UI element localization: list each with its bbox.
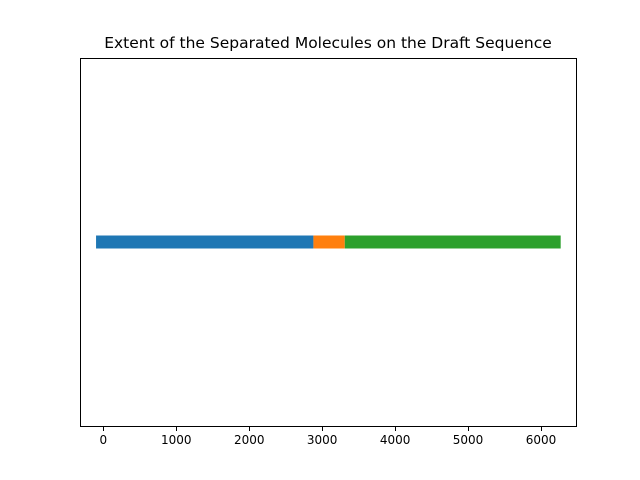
bar-segment-2 — [313, 235, 345, 249]
bar-segments — [96, 235, 561, 249]
x-tick-label: 6000 — [526, 433, 557, 447]
x-tick-label: 4000 — [380, 433, 411, 447]
x-tick-label: 5000 — [453, 433, 484, 447]
x-tick-label: 2000 — [234, 433, 265, 447]
x-tick-label: 3000 — [307, 433, 338, 447]
x-tick-label: 0 — [100, 433, 108, 447]
x-tick-label: 1000 — [161, 433, 192, 447]
bar-segment-3 — [344, 235, 561, 249]
chart-title: Extent of the Separated Molecules on the… — [104, 34, 552, 52]
x-axis-ticks: 0 1000 2000 3000 4000 5000 6000 — [100, 426, 557, 447]
bar-segment-1 — [96, 235, 314, 249]
plot-frame — [80, 58, 577, 427]
